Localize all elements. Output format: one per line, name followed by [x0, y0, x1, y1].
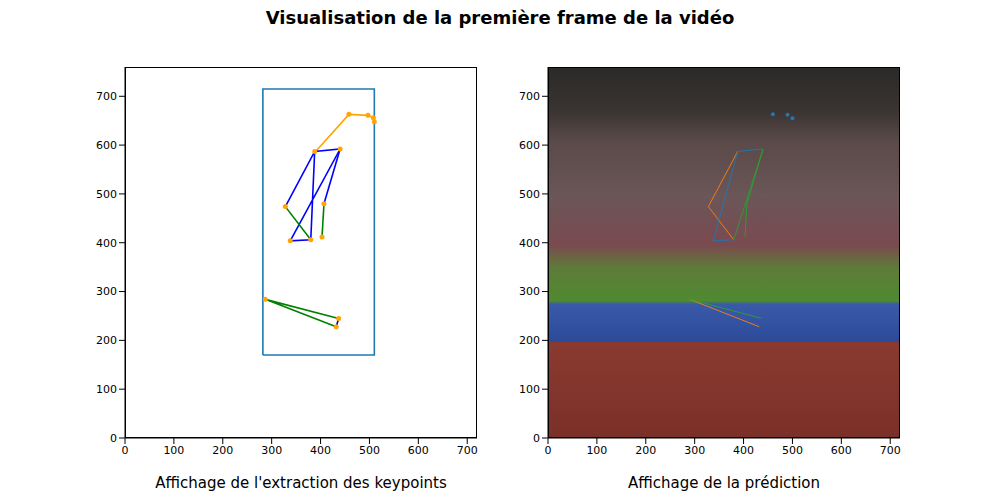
svg-text:500: 500 — [96, 188, 117, 201]
svg-text:700: 700 — [457, 444, 478, 457]
html-text:Affichage de l'extraction des: Affichage de l'extraction des keypoints — [155, 474, 447, 492]
svg-text:300: 300 — [96, 285, 117, 298]
svg-text:700: 700 — [880, 444, 901, 457]
svg-text:400: 400 — [733, 444, 754, 457]
svg-text:400: 400 — [519, 237, 540, 250]
html-text:Affichage de la prédiction: Affichage de la prédiction — [627, 474, 821, 492]
svg-text:200: 200 — [212, 444, 233, 457]
svg-text:100: 100 — [519, 383, 540, 396]
svg-text:300: 300 — [261, 444, 282, 457]
svg-text:700: 700 — [519, 90, 540, 103]
svg-text:600: 600 — [519, 139, 540, 152]
svg-text:200: 200 — [635, 444, 656, 457]
svg-text:0: 0 — [122, 444, 129, 457]
svg-text:500: 500 — [519, 188, 540, 201]
svg-text:300: 300 — [519, 285, 540, 298]
svg-text:300: 300 — [684, 444, 705, 457]
svg-text:0: 0 — [533, 432, 540, 445]
svg-text:100: 100 — [586, 444, 607, 457]
svg-text:600: 600 — [831, 444, 852, 457]
svg-text:200: 200 — [96, 334, 117, 347]
svg-text:500: 500 — [782, 444, 803, 457]
svg-text:400: 400 — [310, 444, 331, 457]
svg-text:100: 100 — [96, 383, 117, 396]
html-text:Visualisation de la première f: Visualisation de la première frame de la… — [265, 7, 735, 28]
svg-text:0: 0 — [545, 444, 552, 457]
svg-text:600: 600 — [96, 139, 117, 152]
svg-text:500: 500 — [359, 444, 380, 457]
svg-text:200: 200 — [519, 334, 540, 347]
svg-text:100: 100 — [163, 444, 184, 457]
svg-text:0: 0 — [110, 432, 117, 445]
svg-text:400: 400 — [96, 237, 117, 250]
svg-text:600: 600 — [408, 444, 429, 457]
svg-text:700: 700 — [96, 90, 117, 103]
